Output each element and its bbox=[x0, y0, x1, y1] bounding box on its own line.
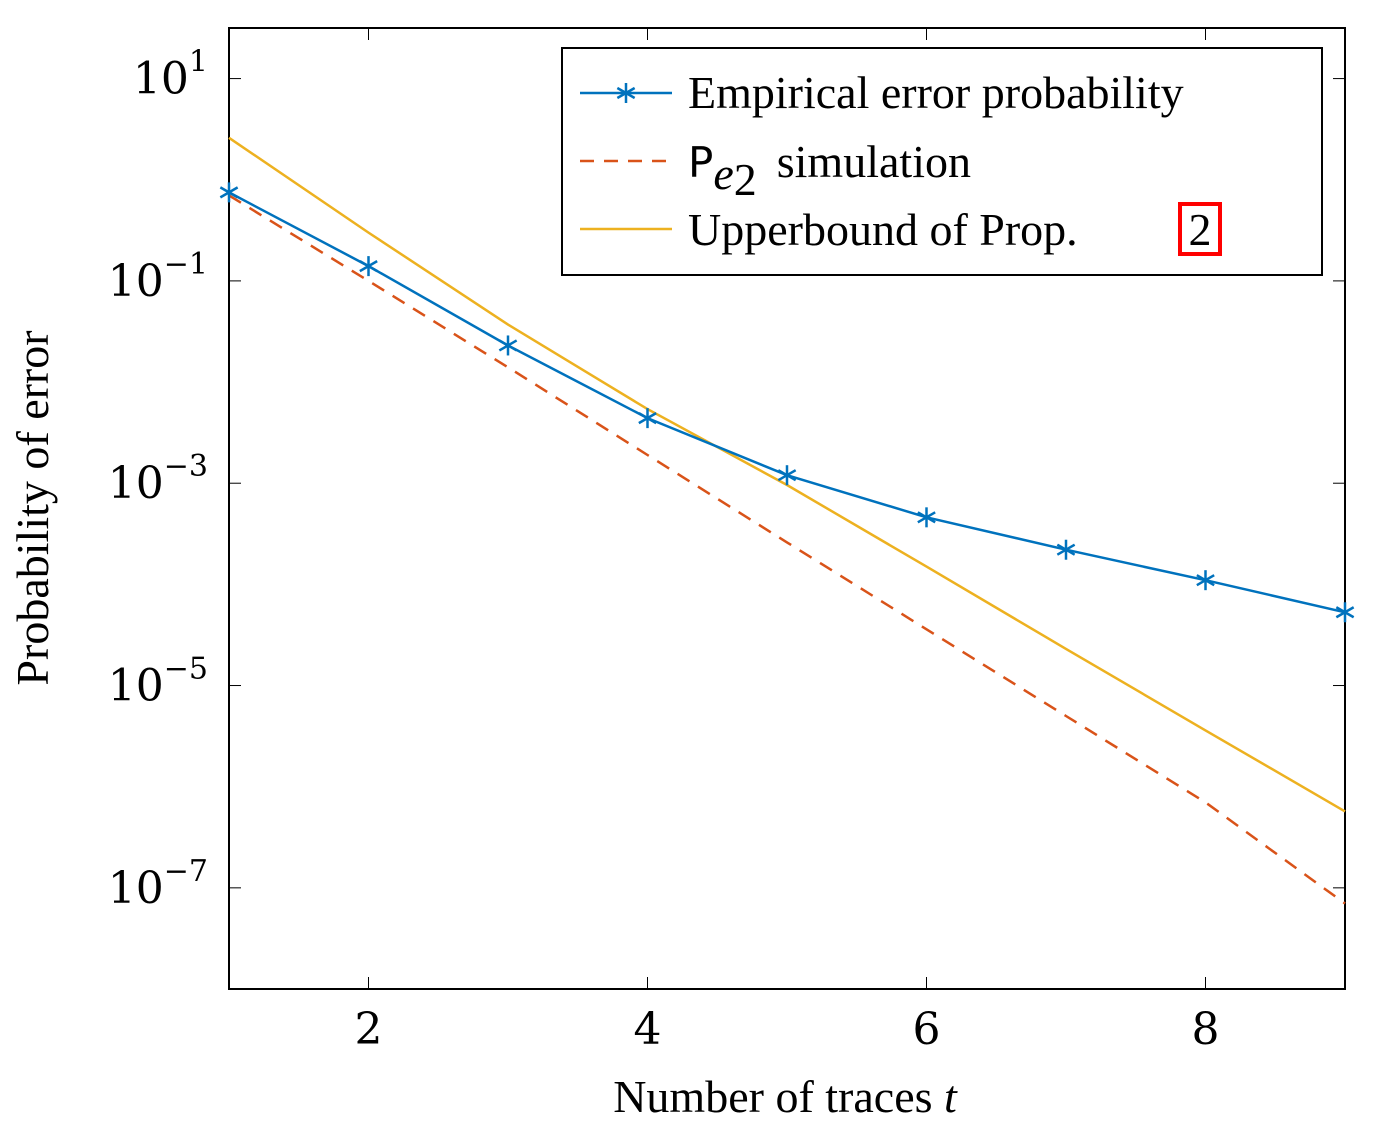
reference-link-number[interactable]: 2 bbox=[1189, 204, 1212, 255]
y-tick-label: 10−7 bbox=[108, 854, 208, 914]
data-point-marker bbox=[498, 335, 518, 356]
legend-marker bbox=[616, 83, 636, 103]
legend-label-empirical: Empirical error probability bbox=[688, 67, 1184, 118]
x-tick-label: 8 bbox=[1192, 1004, 1220, 1055]
data-point-marker bbox=[917, 507, 936, 528]
x-tick-label: 6 bbox=[913, 1004, 941, 1055]
axis-ticks: 2 4 6 8 101 10−1 10−3 10−5 10−7 bbox=[108, 28, 1345, 1055]
y-tick-label: 10−3 bbox=[108, 449, 208, 509]
data-point-marker bbox=[1056, 539, 1076, 560]
legend-label-upperbound: Upperbound of Prop. bbox=[688, 204, 1078, 255]
data-point-marker bbox=[1196, 570, 1215, 591]
series-layer bbox=[219, 136, 1355, 905]
data-point-marker bbox=[359, 256, 378, 277]
x-tick-label: 2 bbox=[355, 1004, 383, 1055]
data-point-marker bbox=[638, 408, 657, 429]
y-axis-title: Probability of error bbox=[7, 330, 58, 685]
series-line-pe2-simulation bbox=[228, 194, 1346, 905]
reference-link-box[interactable] bbox=[1178, 202, 1222, 256]
y-tick-label: 10−5 bbox=[108, 652, 208, 712]
legend-label-pe2: Pe2 simulation bbox=[688, 136, 971, 205]
legend-swatches bbox=[580, 83, 672, 231]
x-axis-title: Number of traces t bbox=[613, 1071, 958, 1122]
y-tick-label: 101 bbox=[133, 45, 208, 105]
y-tick-label: 10−1 bbox=[108, 247, 208, 307]
legend: Empirical error probability Pe2 simulatio… bbox=[561, 47, 1323, 276]
data-point-marker bbox=[777, 465, 797, 486]
x-tick-label: 4 bbox=[634, 1004, 662, 1055]
legend-box bbox=[561, 47, 1323, 276]
data-point-marker bbox=[219, 182, 239, 203]
data-point-marker bbox=[1335, 602, 1355, 623]
plot-area-frame bbox=[228, 27, 1346, 990]
